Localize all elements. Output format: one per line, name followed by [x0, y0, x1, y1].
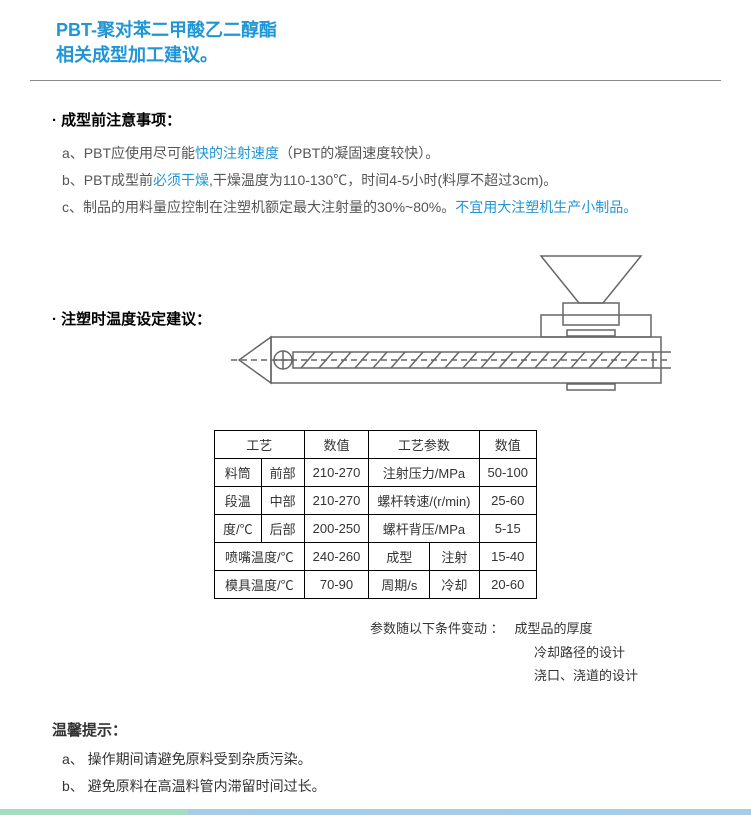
section-head-1: · 成型前注意事项：	[52, 109, 751, 130]
table-header: 工艺参数	[369, 431, 479, 459]
table-cell: 周期/s	[369, 571, 430, 599]
notes-item-2: 浇口、浇道的设计	[534, 668, 638, 683]
table-cell: 料筒	[214, 459, 261, 487]
table-cell: 注射	[430, 543, 479, 571]
tips-head: 温馨提示：	[52, 719, 751, 740]
precaution-item-0: a、PBT应使用尽可能快的注射速度（PBT的凝固速度较快）。	[52, 140, 751, 167]
table-cell: 20-60	[479, 571, 536, 599]
table-cell: 前部	[261, 459, 304, 487]
precaution-item-1: b、PBT成型前必须干燥,干燥温度为110-130℃，时间4-5小时(料厚不超过…	[52, 167, 751, 194]
notes-block: 参数随以下条件变动 ： 成型品的厚度 冷却路径的设计 浇口、浇道的设计	[0, 617, 751, 687]
notes-item-0: 成型品的厚度	[514, 621, 592, 636]
table-cell: 螺杆转速/(r/min)	[369, 487, 479, 515]
table-header: 数值	[304, 431, 369, 459]
tips-item-0: a、 操作期间请避免原料受到杂质污染。	[52, 746, 751, 773]
table-cell: 70-90	[304, 571, 369, 599]
table-cell: 210-270	[304, 459, 369, 487]
table-cell: 注射压力/MPa	[369, 459, 479, 487]
diagram-row: · 注塑时温度设定建议：	[0, 248, 751, 418]
table-cell: 模具温度/℃	[214, 571, 304, 599]
title-line-1: PBT-聚对苯二甲酸乙二醇酯	[56, 18, 751, 43]
footer-bar	[0, 809, 751, 815]
section-head-2: · 注塑时温度设定建议：	[52, 248, 211, 329]
table-cell: 段温	[214, 487, 261, 515]
tips-item-1: b、 避免原料在高温料管内滞留时间过长。	[52, 773, 751, 800]
tips-block: 温馨提示： a、 操作期间请避免原料受到杂质污染。 b、 避免原料在高温料管内滞…	[0, 719, 751, 799]
notes-lead: 参数随以下条件变动 ：	[370, 621, 504, 636]
notes-item-1: 冷却路径的设计	[534, 645, 625, 660]
table-header: 工艺	[214, 431, 304, 459]
table-cell: 15-40	[479, 543, 536, 571]
table-cell: 50-100	[479, 459, 536, 487]
table-cell: 度/℃	[214, 515, 261, 543]
table-header: 数值	[479, 431, 536, 459]
parameter-table: 工艺数值工艺参数数值 料筒前部210-270注射压力/MPa50-100段温中部…	[214, 430, 537, 599]
precaution-item-2: c、制品的用料量应控制在注塑机额定最大注射量的30%~80%。不宜用大注塑机生产…	[52, 194, 751, 221]
table-cell: 200-250	[304, 515, 369, 543]
table-cell: 中部	[261, 487, 304, 515]
table-cell: 5-15	[479, 515, 536, 543]
table-cell: 后部	[261, 515, 304, 543]
table-cell: 螺杆背压/MPa	[369, 515, 479, 543]
table-cell: 成型	[369, 543, 430, 571]
title-line-2: 相关成型加工建议。	[56, 43, 751, 68]
table-cell: 210-270	[304, 487, 369, 515]
section-precautions: · 成型前注意事项： a、PBT应使用尽可能快的注射速度（PBT的凝固速度较快）…	[0, 81, 751, 220]
title-block: PBT-聚对苯二甲酸乙二醇酯 相关成型加工建议。	[0, 0, 751, 68]
table-cell: 冷却	[430, 571, 479, 599]
table-cell: 240-260	[304, 543, 369, 571]
extruder-diagram	[231, 248, 671, 418]
table-cell: 25-60	[479, 487, 536, 515]
table-cell: 喷嘴温度/℃	[214, 543, 304, 571]
